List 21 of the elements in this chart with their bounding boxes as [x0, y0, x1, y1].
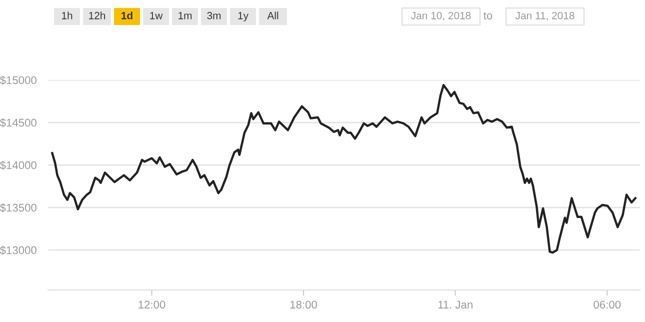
- y-tick-label: $14500: [0, 118, 36, 128]
- x-tick-label: 06:00: [594, 300, 621, 309]
- y-tick-label: $15000: [0, 76, 36, 85]
- text: 1h: [62, 12, 72, 20]
- text: 1d: [122, 12, 132, 20]
- text: 12h: [89, 12, 106, 20]
- x-tick-label: 12:00: [138, 300, 166, 309]
- x-tick-label: 11. Jan: [438, 300, 472, 309]
- line-series: [51, 84, 636, 254]
- text: Jan 10, 2018: [411, 12, 471, 21]
- text: All: [267, 12, 278, 20]
- x-tick-label: 18:00: [290, 300, 317, 309]
- text: 1y: [238, 12, 248, 22]
- text: to: [484, 12, 492, 20]
- text: 1w: [150, 12, 163, 20]
- text: 3m: [207, 12, 221, 20]
- text: 1m: [178, 12, 192, 20]
- y-tick-label: $14000: [0, 160, 36, 170]
- y-tick-label: $13500: [0, 203, 36, 212]
- text: Jan 11, 2018: [515, 12, 574, 21]
- y-tick-label: $13000: [0, 246, 36, 255]
